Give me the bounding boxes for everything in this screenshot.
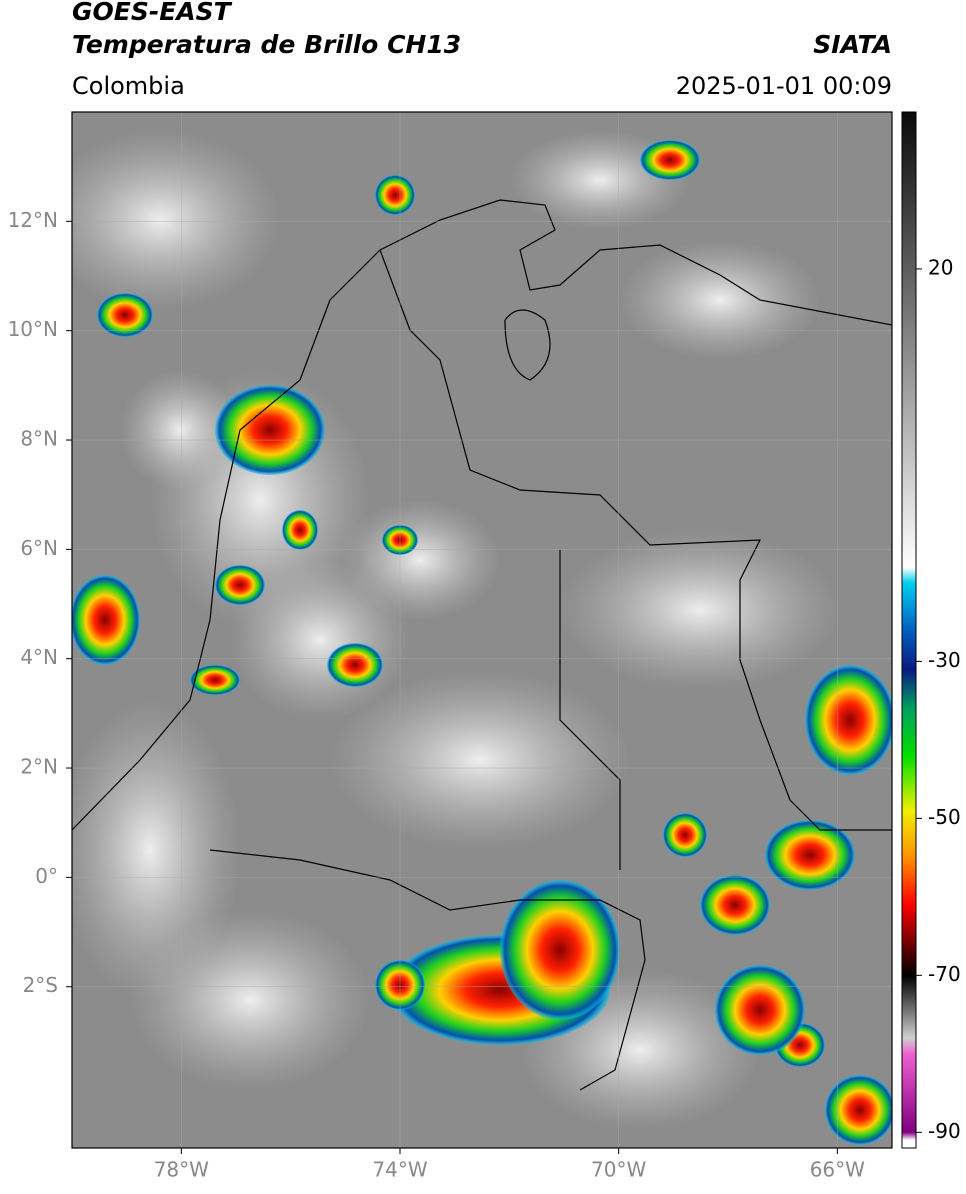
cloud (130, 910, 370, 1090)
storm-cell (215, 385, 325, 475)
axes: 78°W 74°W 70°W 66°W 12°N 10°N 8°N 6°N 4°N 2°N 0° 2°… (8, 112, 892, 1182)
storm-cell (327, 643, 383, 687)
y-tick-label: 12°N (8, 208, 58, 232)
y-tick-label: 4°N (20, 645, 58, 669)
x-tick-label: 78°W (154, 1158, 209, 1182)
storm-cell (72, 575, 140, 665)
storm-cell (375, 175, 415, 215)
source: SIATA (813, 30, 892, 59)
cloud (330, 670, 630, 850)
storm-cell (190, 665, 240, 695)
y-tick-label: 6°N (20, 536, 58, 560)
storm-cell (500, 880, 620, 1020)
cloud (340, 500, 500, 620)
storm-cell (765, 820, 855, 890)
storm-cell (700, 875, 770, 935)
colorbar-tick-label: 20 (928, 255, 953, 279)
colorbar (901, 111, 917, 1149)
colorbar-tick-label: -50 (928, 805, 961, 829)
y-tick-label: 2°S (23, 973, 58, 997)
border-east (559, 550, 621, 870)
y-tick-label: 8°N (20, 427, 58, 451)
storm-cell (715, 965, 805, 1055)
cloud (120, 370, 240, 490)
storm-cell (663, 813, 707, 857)
x-tick-label: 66°W (810, 1158, 865, 1182)
y-tick-label: 0° (35, 864, 58, 888)
lake (504, 309, 551, 381)
colorbar-tick-label: -30 (928, 648, 961, 672)
cloud (620, 240, 820, 360)
storms (72, 140, 892, 1145)
coastline-pacific (72, 379, 301, 831)
imagery (72, 112, 892, 1148)
storm-cell (805, 665, 892, 775)
colorbar-tick-label: -70 (928, 962, 961, 986)
y-tick-label: 2°N (20, 755, 58, 779)
y-tick-label: 10°N (8, 317, 58, 341)
border-south (209, 849, 646, 1091)
title-1: GOES-EAST (72, 0, 233, 26)
region: Colombia (72, 72, 185, 100)
title-2: Temperatura de Brillo CH13 (72, 30, 461, 59)
map-frame (71, 111, 893, 1149)
x-tick-label: 70°W (591, 1158, 646, 1182)
storm-cell (825, 1075, 892, 1145)
colorbar-tick-label: -90 (928, 1119, 961, 1143)
storm-cell (640, 140, 700, 180)
storm-cell (215, 565, 265, 605)
border (379, 249, 892, 831)
x-tick-label: 74°W (372, 1158, 427, 1182)
storm-cell (282, 510, 318, 550)
cloud (72, 130, 280, 310)
cloud (560, 530, 840, 690)
datetime: 2025-01-01 00:09 (676, 72, 892, 100)
storm-cell (97, 293, 153, 337)
